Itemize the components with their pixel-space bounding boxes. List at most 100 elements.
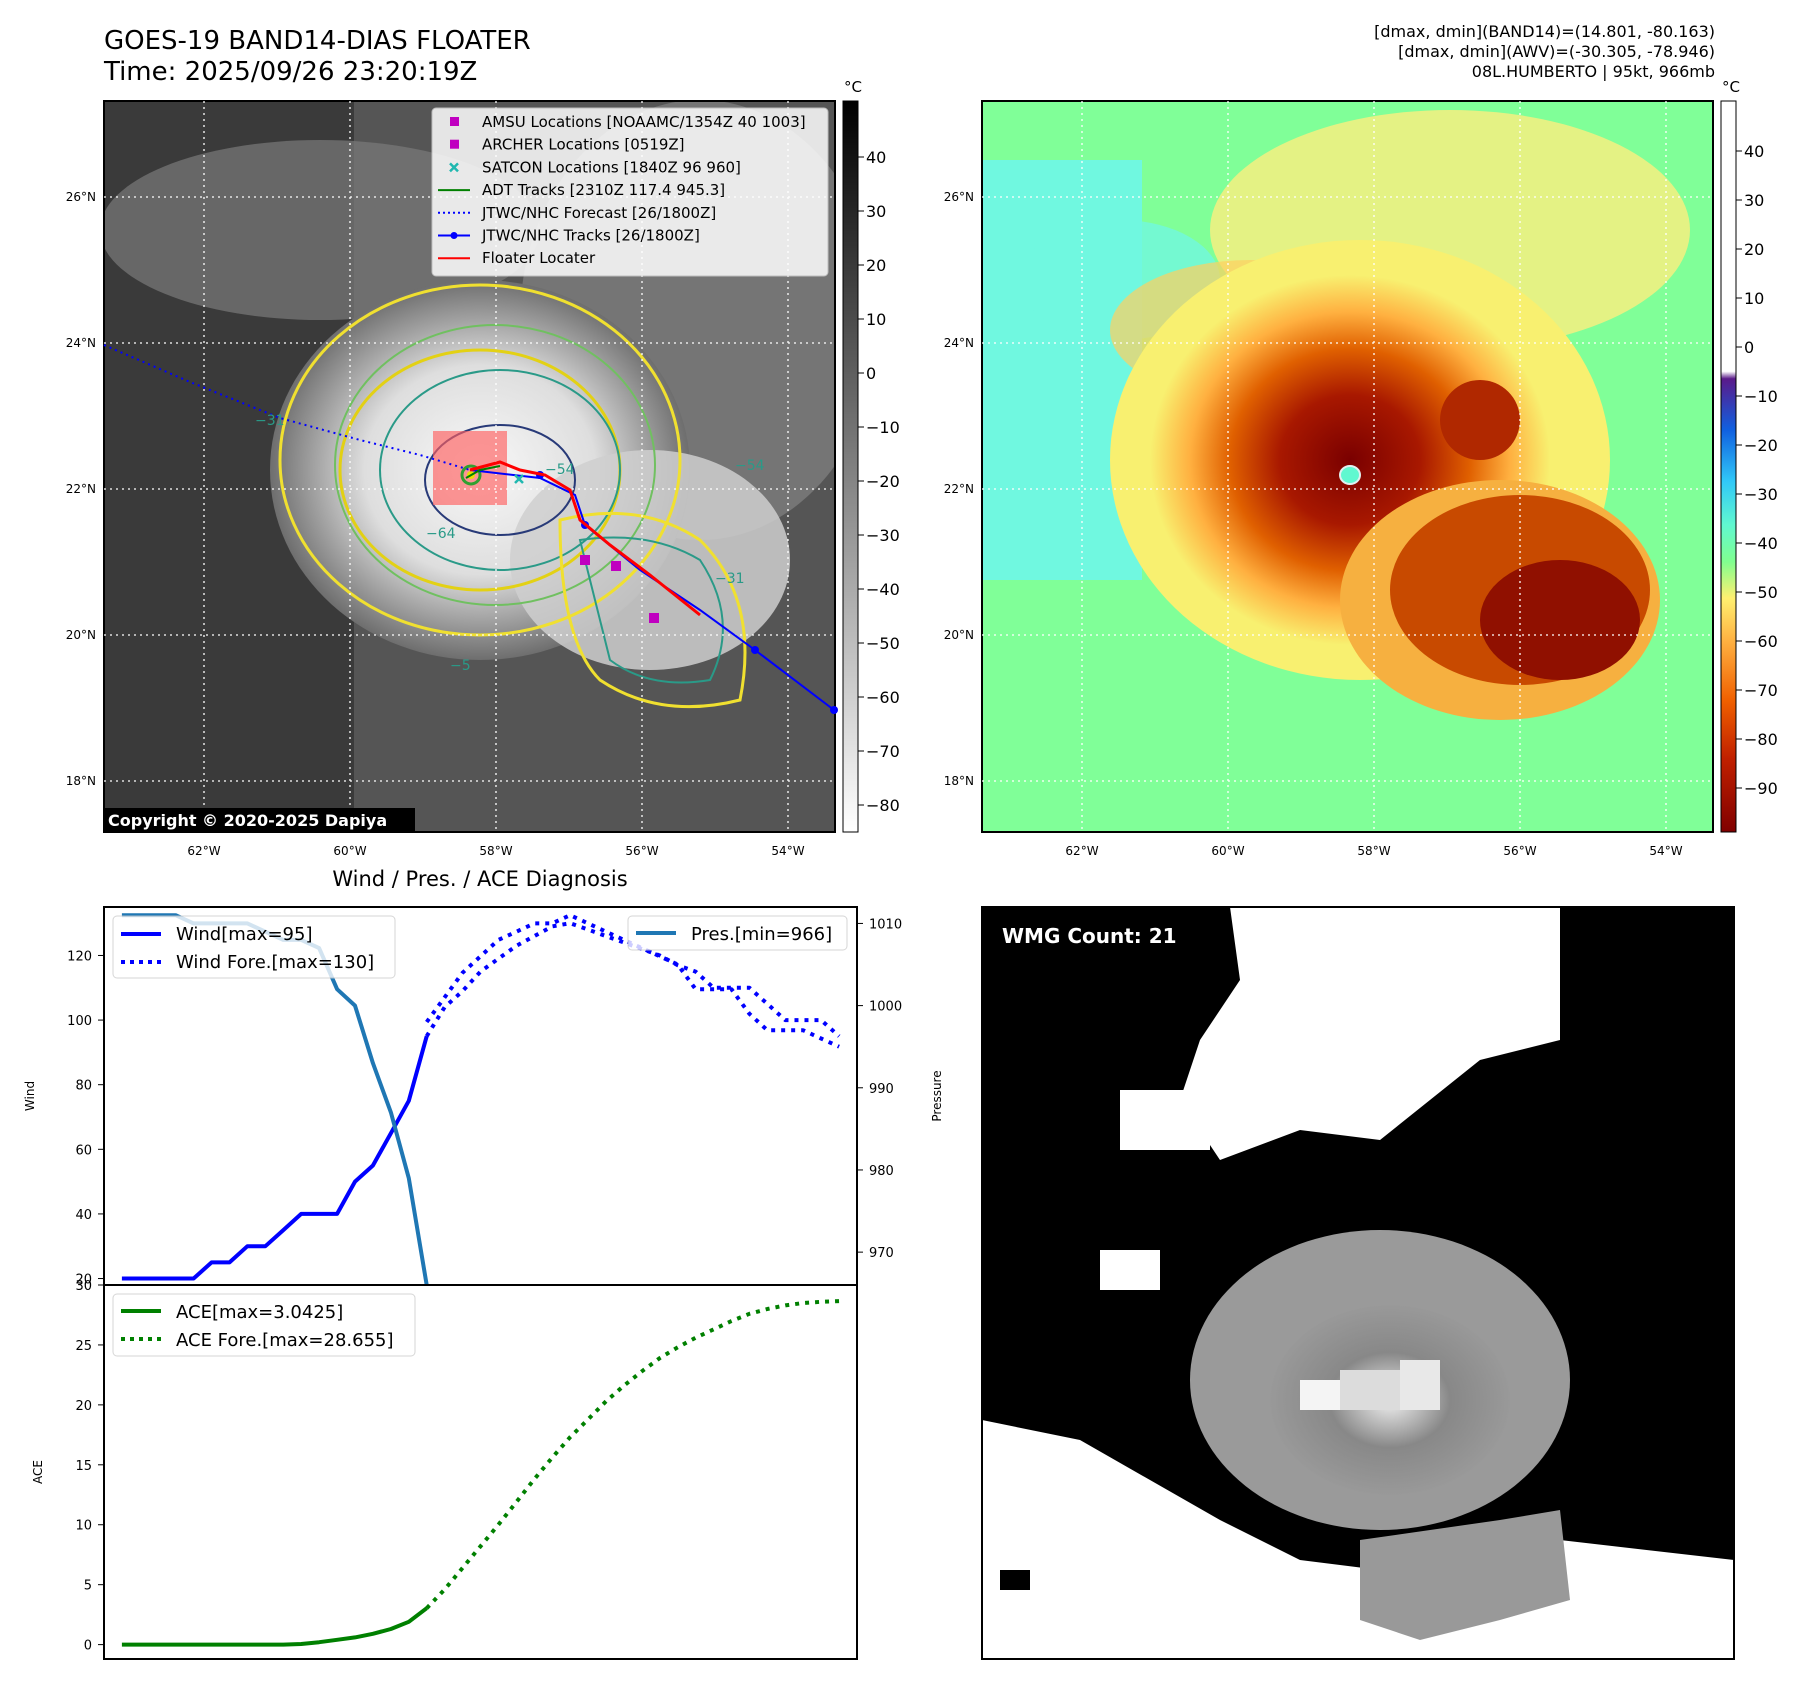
color-colorbar-tick: −20: [1744, 436, 1778, 455]
ace-forecast-legend-entry: ACE Fore.[max=28.655]: [176, 1330, 394, 1351]
wind-legend-entry: Wind[max=95]: [176, 924, 313, 945]
pressure-tick-label: 980: [869, 1164, 894, 1179]
contour-label: −31: [715, 571, 745, 587]
pressure-tick-label: 970: [869, 1246, 894, 1261]
amsu-location: [580, 555, 590, 565]
lon-label-ir: 54°W: [771, 844, 804, 858]
wind-tick-label: 120: [67, 949, 92, 964]
legend-item: JTWC/NHC Tracks [26/1800Z]: [438, 227, 700, 245]
color-imagery: [982, 101, 1713, 832]
color-map-panel: °C 40 30 20 10 0 −10 −20 −30 −40 −50 −60 −70 −80 −90: [981, 78, 1778, 833]
ace-tick-label: 0: [84, 1639, 92, 1654]
legend-label: ARCHER Locations [0519Z]: [482, 136, 685, 154]
wind-legend-left: Wind[max=95] Wind Fore.[max=130]: [112, 915, 396, 979]
legend-label: Floater Locater: [482, 249, 596, 267]
figure-title: GOES-19 BAND14-DIAS FLOATER Time: 2025/0…: [104, 26, 531, 88]
wind-tick-label: 80: [75, 1079, 92, 1094]
wind-pressure-chart: Wind / Pres. / ACE Diagnosis Wind Pressu…: [23, 867, 944, 1288]
lat-label-color: 18°N: [944, 774, 974, 788]
pressure-tick-label: 1010: [869, 917, 902, 932]
title-line-1: GOES-19 BAND14-DIAS FLOATER: [104, 26, 531, 56]
lon-label-color: 60°W: [1211, 844, 1244, 858]
contour-label: −5: [450, 658, 471, 674]
lon-label-ir: 56°W: [625, 844, 658, 858]
stats-awv: [dmax, dmin](AWV)=(-30.305, -78.946): [1398, 42, 1715, 61]
legend-item: ADT Tracks [2310Z 117.4 945.3]: [438, 181, 725, 199]
lat-label-ir: 20°N: [66, 628, 96, 642]
contour-label: −64: [426, 526, 456, 542]
lon-label-ir: 62°W: [187, 844, 220, 858]
wind-ticks: 20 40 60 80 100 120: [67, 949, 104, 1288]
ace-axis-label: ACE: [31, 1460, 45, 1484]
wmg-panel: WMG Count: 21: [981, 906, 1735, 1660]
pressure-ticks: 970 980 990 1000 1010: [857, 917, 902, 1261]
ace-tick-label: 30: [75, 1279, 92, 1294]
ace-chart: ACE 0 5 10 15 20 25 30 ACE[max=3.0425] ACE For…: [31, 1279, 858, 1660]
forecast-track: [103, 344, 471, 471]
lon-label-ir: 58°W: [479, 844, 512, 858]
stats-band14: [dmax, dmin](BAND14)=(14.801, -80.163): [1374, 22, 1715, 41]
stats-block: [dmax, dmin](BAND14)=(14.801, -80.163) […: [1374, 22, 1715, 82]
lon-label-color: 62°W: [1065, 844, 1098, 858]
color-colorbar-tick: −50: [1744, 583, 1778, 602]
ir-colorbar-tick: 0: [866, 364, 876, 383]
color-colorbar-tick: 30: [1744, 191, 1764, 210]
map-axis-labels: 26°N 26°N 24°N 24°N 22°N 22°N 20°N 20°N 18°N 18°N…: [66, 190, 1683, 858]
color-colorbar-tick: 10: [1744, 289, 1764, 308]
ace-series-lines: [121, 1299, 840, 1647]
legend-label: JTWC/NHC Tracks [26/1800Z]: [481, 227, 700, 245]
legend-label: ADT Tracks [2310Z 117.4 945.3]: [482, 181, 725, 199]
diagnosis-title: Wind / Pres. / ACE Diagnosis: [332, 867, 627, 891]
color-colorbar-tick: −60: [1744, 632, 1778, 651]
wind-tick-label: 60: [75, 1143, 92, 1158]
pressure-legend-entry: Pres.[min=966]: [691, 924, 832, 945]
title-line-2: Time: 2025/09/26 23:20:19Z: [104, 57, 478, 87]
legend-label: AMSU Locations [NOAAMC/1354Z 40 1003]: [482, 113, 806, 131]
ir-contour-labels: −64 −54 −54 −31 −31 −5: [255, 413, 765, 674]
legend-item: ARCHER Locations [0519Z]: [450, 136, 685, 154]
wind-axis-label: Wind: [23, 1081, 37, 1111]
legend-item: AMSU Locations [NOAAMC/1354Z 40 1003]: [450, 113, 806, 131]
amsu-location: [649, 613, 659, 623]
contour-label: −31: [255, 413, 285, 429]
ir-colorbar-tick: −10: [866, 418, 900, 437]
ir-colorbar-tick: −20: [866, 472, 900, 491]
series-line-1: [424, 921, 841, 1038]
ir-colorbar-tick: −80: [866, 796, 900, 815]
color-colorbar-tick: −70: [1744, 681, 1778, 700]
legend-item: JTWC/NHC Forecast [26/1800Z]: [438, 204, 716, 222]
color-colorbar-tick: 0: [1744, 338, 1754, 357]
contour-label: −54: [545, 462, 575, 478]
ir-colorbar-tick: −40: [866, 580, 900, 599]
color-gridlines: [982, 101, 1713, 832]
track-point: [830, 706, 838, 714]
lat-label-color: 20°N: [944, 628, 974, 642]
wmg-count-label: WMG Count: 21: [1002, 924, 1177, 948]
wmg-imagery: [982, 907, 1734, 1659]
ace-tick-label: 15: [75, 1459, 92, 1474]
wind-tick-label: 100: [67, 1014, 92, 1029]
ir-track-lines: [103, 344, 838, 714]
copyright-badge: Copyright © 2020-2025 Dapiya: [104, 808, 415, 832]
wind-legend-right: Pres.[min=966]: [627, 915, 848, 951]
legend-item: Floater Locater: [438, 249, 596, 267]
floater-track: [469, 460, 701, 617]
legend-label: JTWC/NHC Forecast [26/1800Z]: [481, 204, 716, 222]
amsu-location: [611, 561, 621, 571]
color-colorbar-tick: −30: [1744, 485, 1778, 504]
color-colorbar-tick: 20: [1744, 240, 1764, 259]
lat-label-color: 26°N: [944, 190, 974, 204]
wind-tick-label: 40: [75, 1208, 92, 1223]
ace-legend-entry: ACE[max=3.0425]: [176, 1302, 343, 1323]
legend-item: SATCON Locations [1840Z 96 960]: [449, 158, 741, 176]
color-colorbar-tick: 40: [1744, 142, 1764, 161]
contour-label: −54: [735, 458, 765, 474]
ace-tick-label: 5: [84, 1579, 92, 1594]
ir-colorbar-tick: 40: [866, 148, 886, 167]
ir-colorbar-unit: °C: [844, 78, 862, 96]
pressure-tick-label: 1000: [869, 1000, 902, 1015]
color-colorbar: °C 40 30 20 10 0 −10 −20 −30 −40 −50 −60 −70 −80 −90: [1720, 78, 1778, 833]
ace-legend: ACE[max=3.0425] ACE Fore.[max=28.655]: [112, 1293, 416, 1357]
ir-colorbar-tick: 10: [866, 310, 886, 329]
